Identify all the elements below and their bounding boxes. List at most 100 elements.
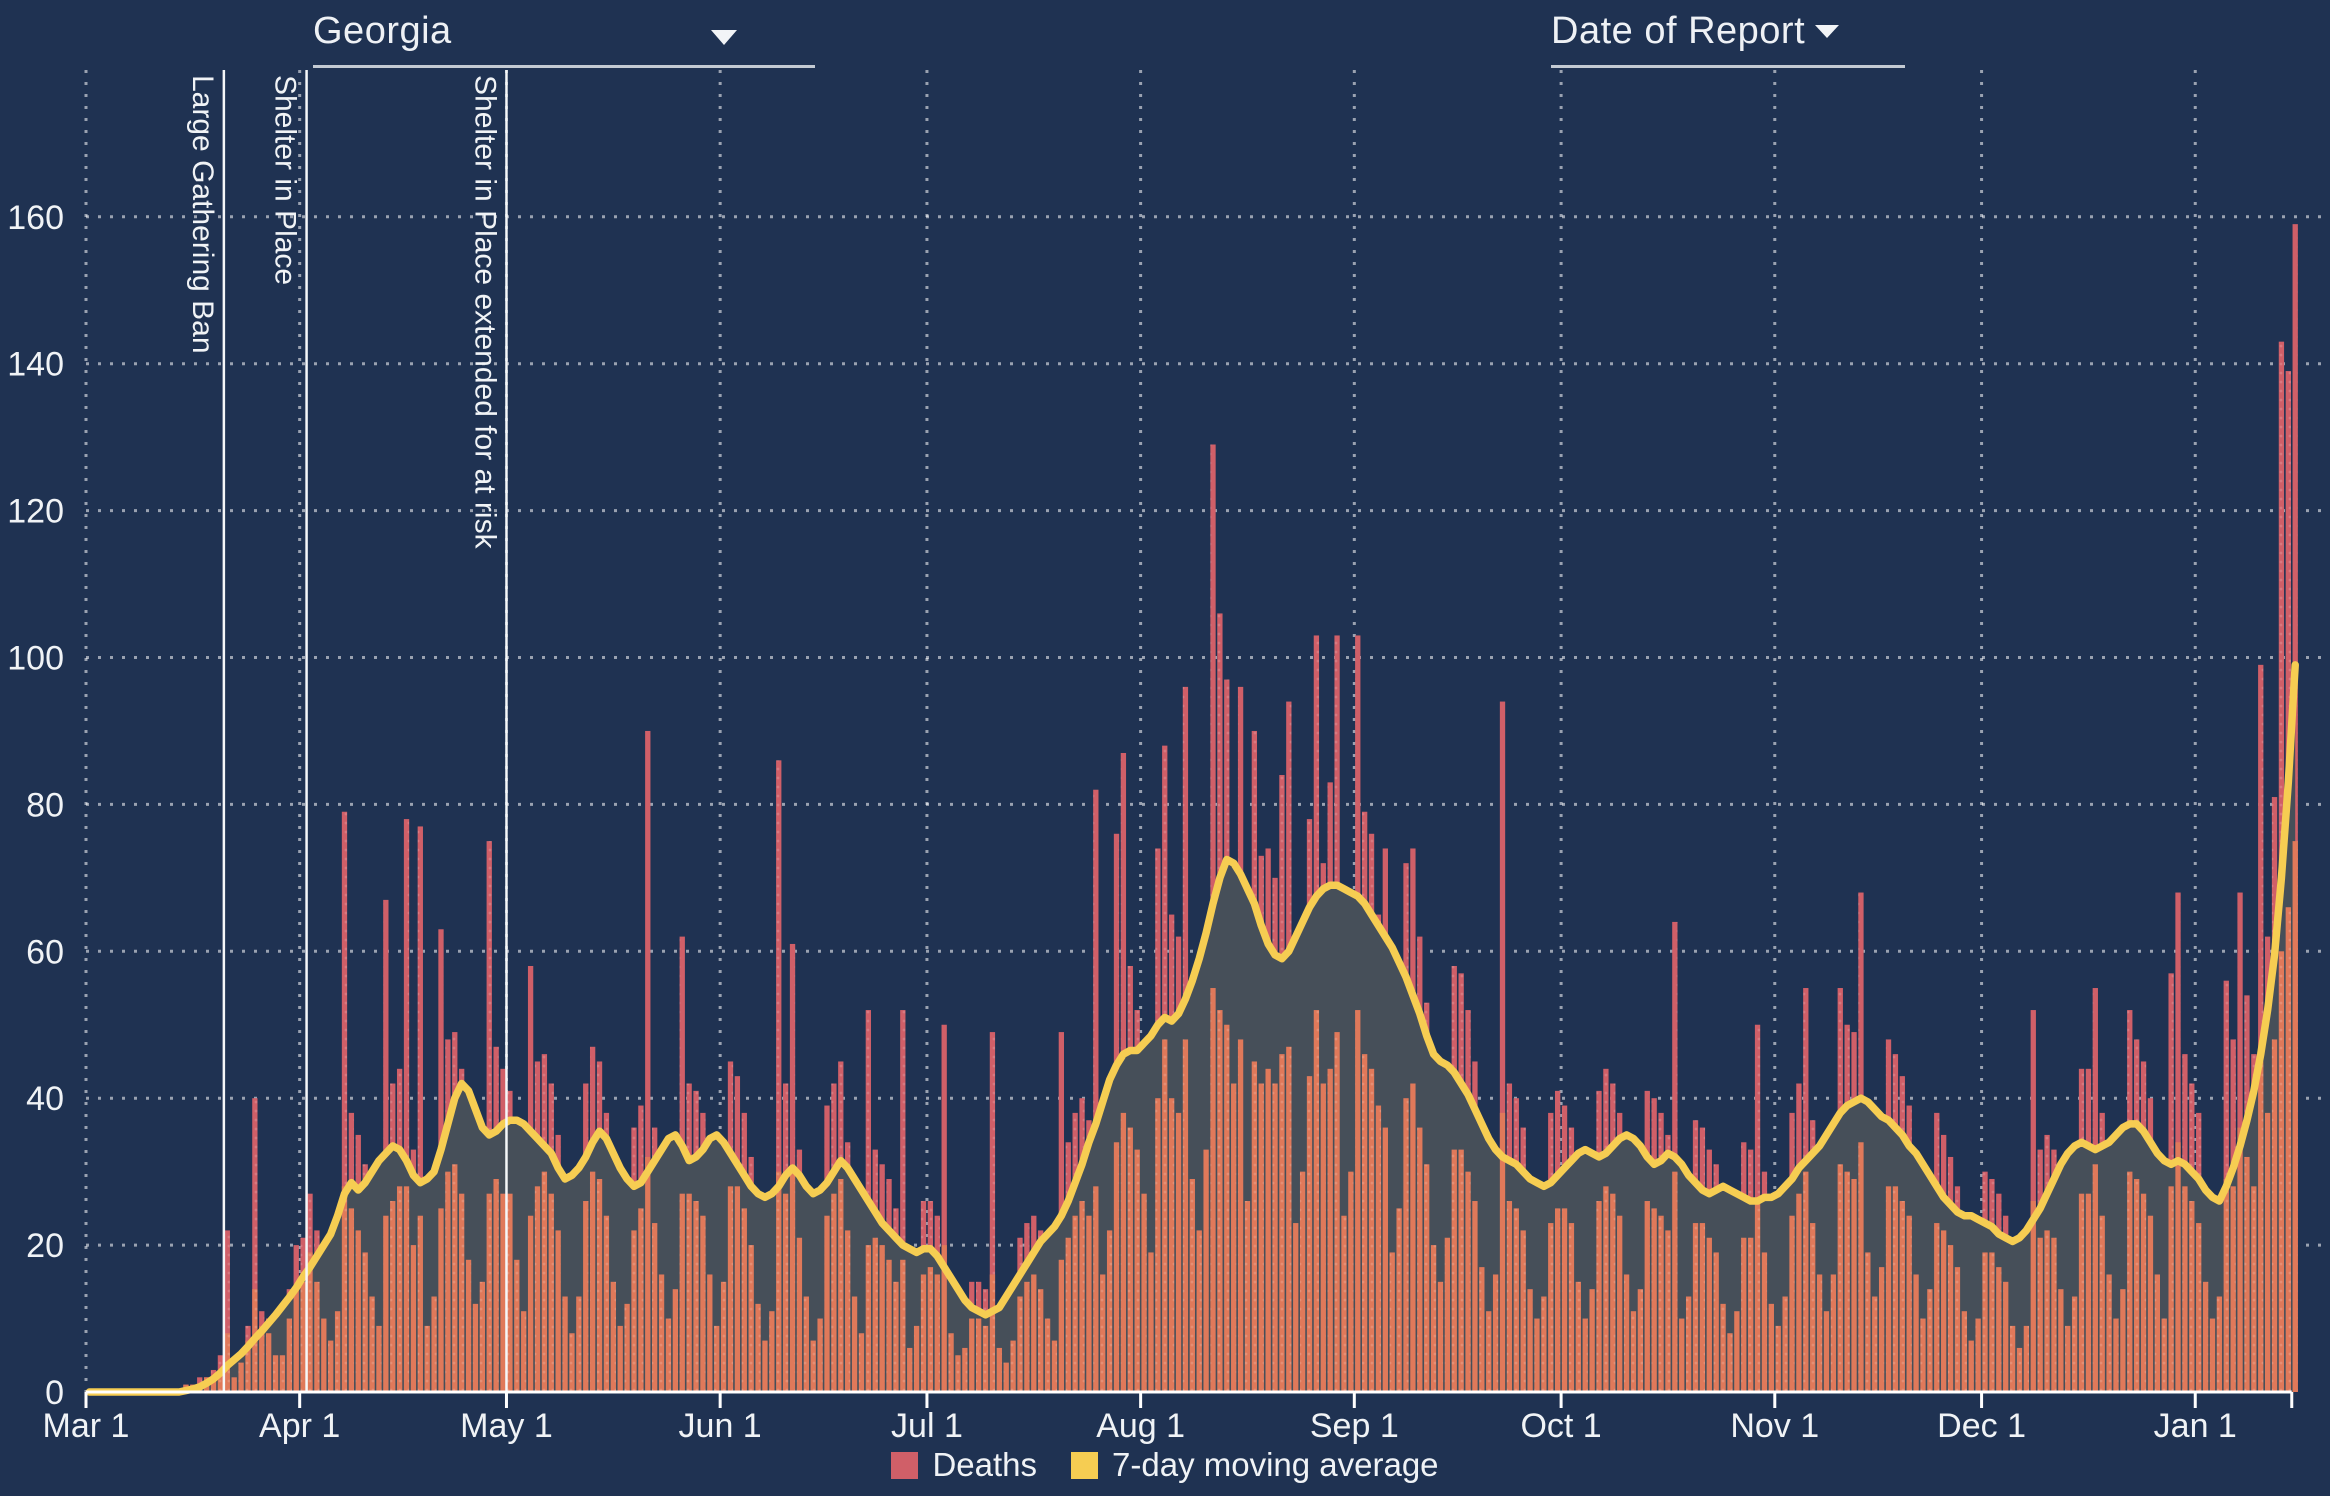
region-dropdown-value[interactable]: Georgia	[313, 10, 452, 52]
foreground-deaths-bar	[231, 1377, 237, 1392]
foreground-deaths-bar	[769, 1311, 775, 1392]
event-label: Shelter in Place extended for at risk	[468, 75, 501, 550]
foreground-deaths-bar	[569, 1333, 575, 1392]
foreground-deaths-bar	[1520, 1230, 1526, 1392]
deaths-bar	[1499, 701, 1506, 1392]
deaths-bar	[403, 819, 410, 1392]
foreground-deaths-bar	[486, 1193, 492, 1392]
foreground-deaths-bar	[493, 1178, 499, 1392]
foreground-deaths-bar	[1748, 1237, 1754, 1392]
foreground-deaths-bar	[1203, 1149, 1209, 1392]
foreground-deaths-bar	[1961, 1311, 1967, 1392]
foreground-deaths-bar	[2264, 1112, 2271, 1392]
x-tick-label: Jun 1	[679, 1407, 762, 1445]
foreground-deaths-bar	[1658, 1215, 1664, 1392]
foreground-deaths-bar	[1437, 1281, 1444, 1392]
foreground-deaths-bar	[1679, 1318, 1685, 1392]
foreground-deaths-bar	[927, 1267, 934, 1392]
foreground-deaths-bar	[507, 1193, 513, 1392]
foreground-deaths-bar	[1789, 1215, 1795, 1392]
foreground-deaths-bar	[1816, 1274, 1823, 1392]
moving-average-swatch	[1071, 1451, 1099, 1479]
foreground-deaths-bar	[969, 1318, 975, 1392]
foreground-deaths-bar	[631, 1230, 637, 1392]
foreground-deaths-bar	[1458, 1149, 1464, 1392]
foreground-deaths-bar	[1996, 1267, 2002, 1392]
foreground-deaths-bar	[1375, 1105, 1382, 1392]
foreground-deaths-bar	[1017, 1296, 1023, 1392]
foreground-deaths-bar	[858, 1333, 865, 1392]
foreground-deaths-bar	[2278, 951, 2285, 1392]
foreground-deaths-bar	[810, 1340, 816, 1392]
foreground-deaths-bar	[431, 1296, 437, 1392]
foreground-deaths-bar	[1127, 1127, 1133, 1392]
x-tick-label: Jan 1	[2154, 1407, 2237, 1445]
foreground-deaths-bar	[1734, 1311, 1740, 1392]
foreground-deaths-bar	[727, 1186, 734, 1392]
foreground-deaths-bar	[865, 1245, 872, 1392]
foreground-deaths-bar	[1279, 1054, 1285, 1392]
foreground-deaths-bar	[1934, 1223, 1940, 1392]
foreground-deaths-bar	[824, 1215, 830, 1392]
foreground-deaths-bar	[390, 1201, 396, 1392]
foreground-deaths-bar	[2134, 1178, 2140, 1392]
foreground-deaths-bar	[1492, 1274, 1499, 1392]
deaths-bar	[941, 1024, 947, 1392]
foreground-deaths-bar	[1224, 1024, 1230, 1392]
foreground-deaths-bar	[334, 1311, 341, 1392]
foreground-deaths-bar	[1355, 1010, 1361, 1392]
foreground-deaths-bar	[362, 1252, 368, 1392]
foreground-deaths-bar	[982, 1325, 989, 1392]
foreground-deaths-bar	[1610, 1193, 1616, 1392]
foreground-deaths-bar	[396, 1186, 403, 1392]
foreground-deaths-bar	[2092, 1164, 2098, 1392]
foreground-deaths-bar	[272, 1355, 279, 1392]
foreground-deaths-bar	[996, 1347, 1002, 1392]
foreground-deaths-bar	[2175, 1142, 2181, 1392]
foreground-deaths-bar	[1582, 1318, 1588, 1392]
foreground-deaths-bar	[279, 1355, 286, 1392]
foreground-deaths-bar	[2003, 1281, 2009, 1392]
foreground-deaths-bar	[1120, 1112, 1127, 1392]
foreground-deaths-bar	[2237, 1127, 2243, 1392]
foreground-deaths-bar	[748, 1245, 754, 1392]
x-tick-label: May 1	[460, 1407, 553, 1445]
foreground-deaths-bar	[1231, 1083, 1237, 1392]
foreground-deaths-bar	[1334, 1032, 1340, 1392]
foreground-deaths-bar	[210, 1377, 217, 1392]
foreground-deaths-bar	[1410, 1083, 1416, 1392]
x-tick-label: Aug 1	[1096, 1407, 1185, 1445]
foreground-deaths-bar	[900, 1259, 906, 1392]
foreground-deaths-bar	[1444, 1237, 1451, 1392]
deaths-bar	[224, 1230, 230, 1392]
foreground-deaths-bar	[1927, 1289, 1933, 1392]
deaths-bar	[645, 730, 651, 1392]
foreground-deaths-bar	[1148, 1252, 1154, 1392]
sort-dropdown-value[interactable]: Date of Report	[1551, 10, 1806, 52]
foreground-deaths-bar	[1954, 1267, 1961, 1392]
foreground-deaths-bar	[1272, 1083, 1278, 1392]
foreground-deaths-bar	[2202, 1281, 2209, 1392]
foreground-deaths-bar	[1327, 1068, 1333, 1392]
foreground-deaths-bar	[851, 1296, 858, 1392]
foreground-deaths-bar	[955, 1355, 961, 1392]
chevron-down-icon	[1815, 25, 1840, 38]
foreground-deaths-bar	[603, 1215, 610, 1392]
foreground-deaths-bar	[638, 1208, 644, 1392]
foreground-deaths-bar	[755, 1303, 761, 1392]
foreground-deaths-bar	[1479, 1267, 1485, 1392]
foreground-deaths-bar	[1293, 1223, 1299, 1392]
foreground-deaths-bar	[2058, 1289, 2064, 1392]
foreground-deaths-bar	[789, 1171, 796, 1392]
foreground-deaths-bar	[1617, 1215, 1623, 1392]
foreground-deaths-bar	[962, 1347, 968, 1392]
sort-dropdown[interactable]: Date of Report	[1551, 10, 1905, 68]
foreground-deaths-bar	[1113, 1142, 1120, 1392]
foreground-deaths-bar	[907, 1347, 913, 1392]
foreground-deaths-bar	[1989, 1252, 1995, 1392]
foreground-deaths-bar	[1362, 1054, 1368, 1392]
region-dropdown[interactable]: Georgia	[313, 10, 815, 68]
foreground-deaths-bar	[1258, 1083, 1264, 1392]
foreground-deaths-bar	[2189, 1201, 2195, 1392]
foreground-deaths-bar	[259, 1325, 265, 1392]
